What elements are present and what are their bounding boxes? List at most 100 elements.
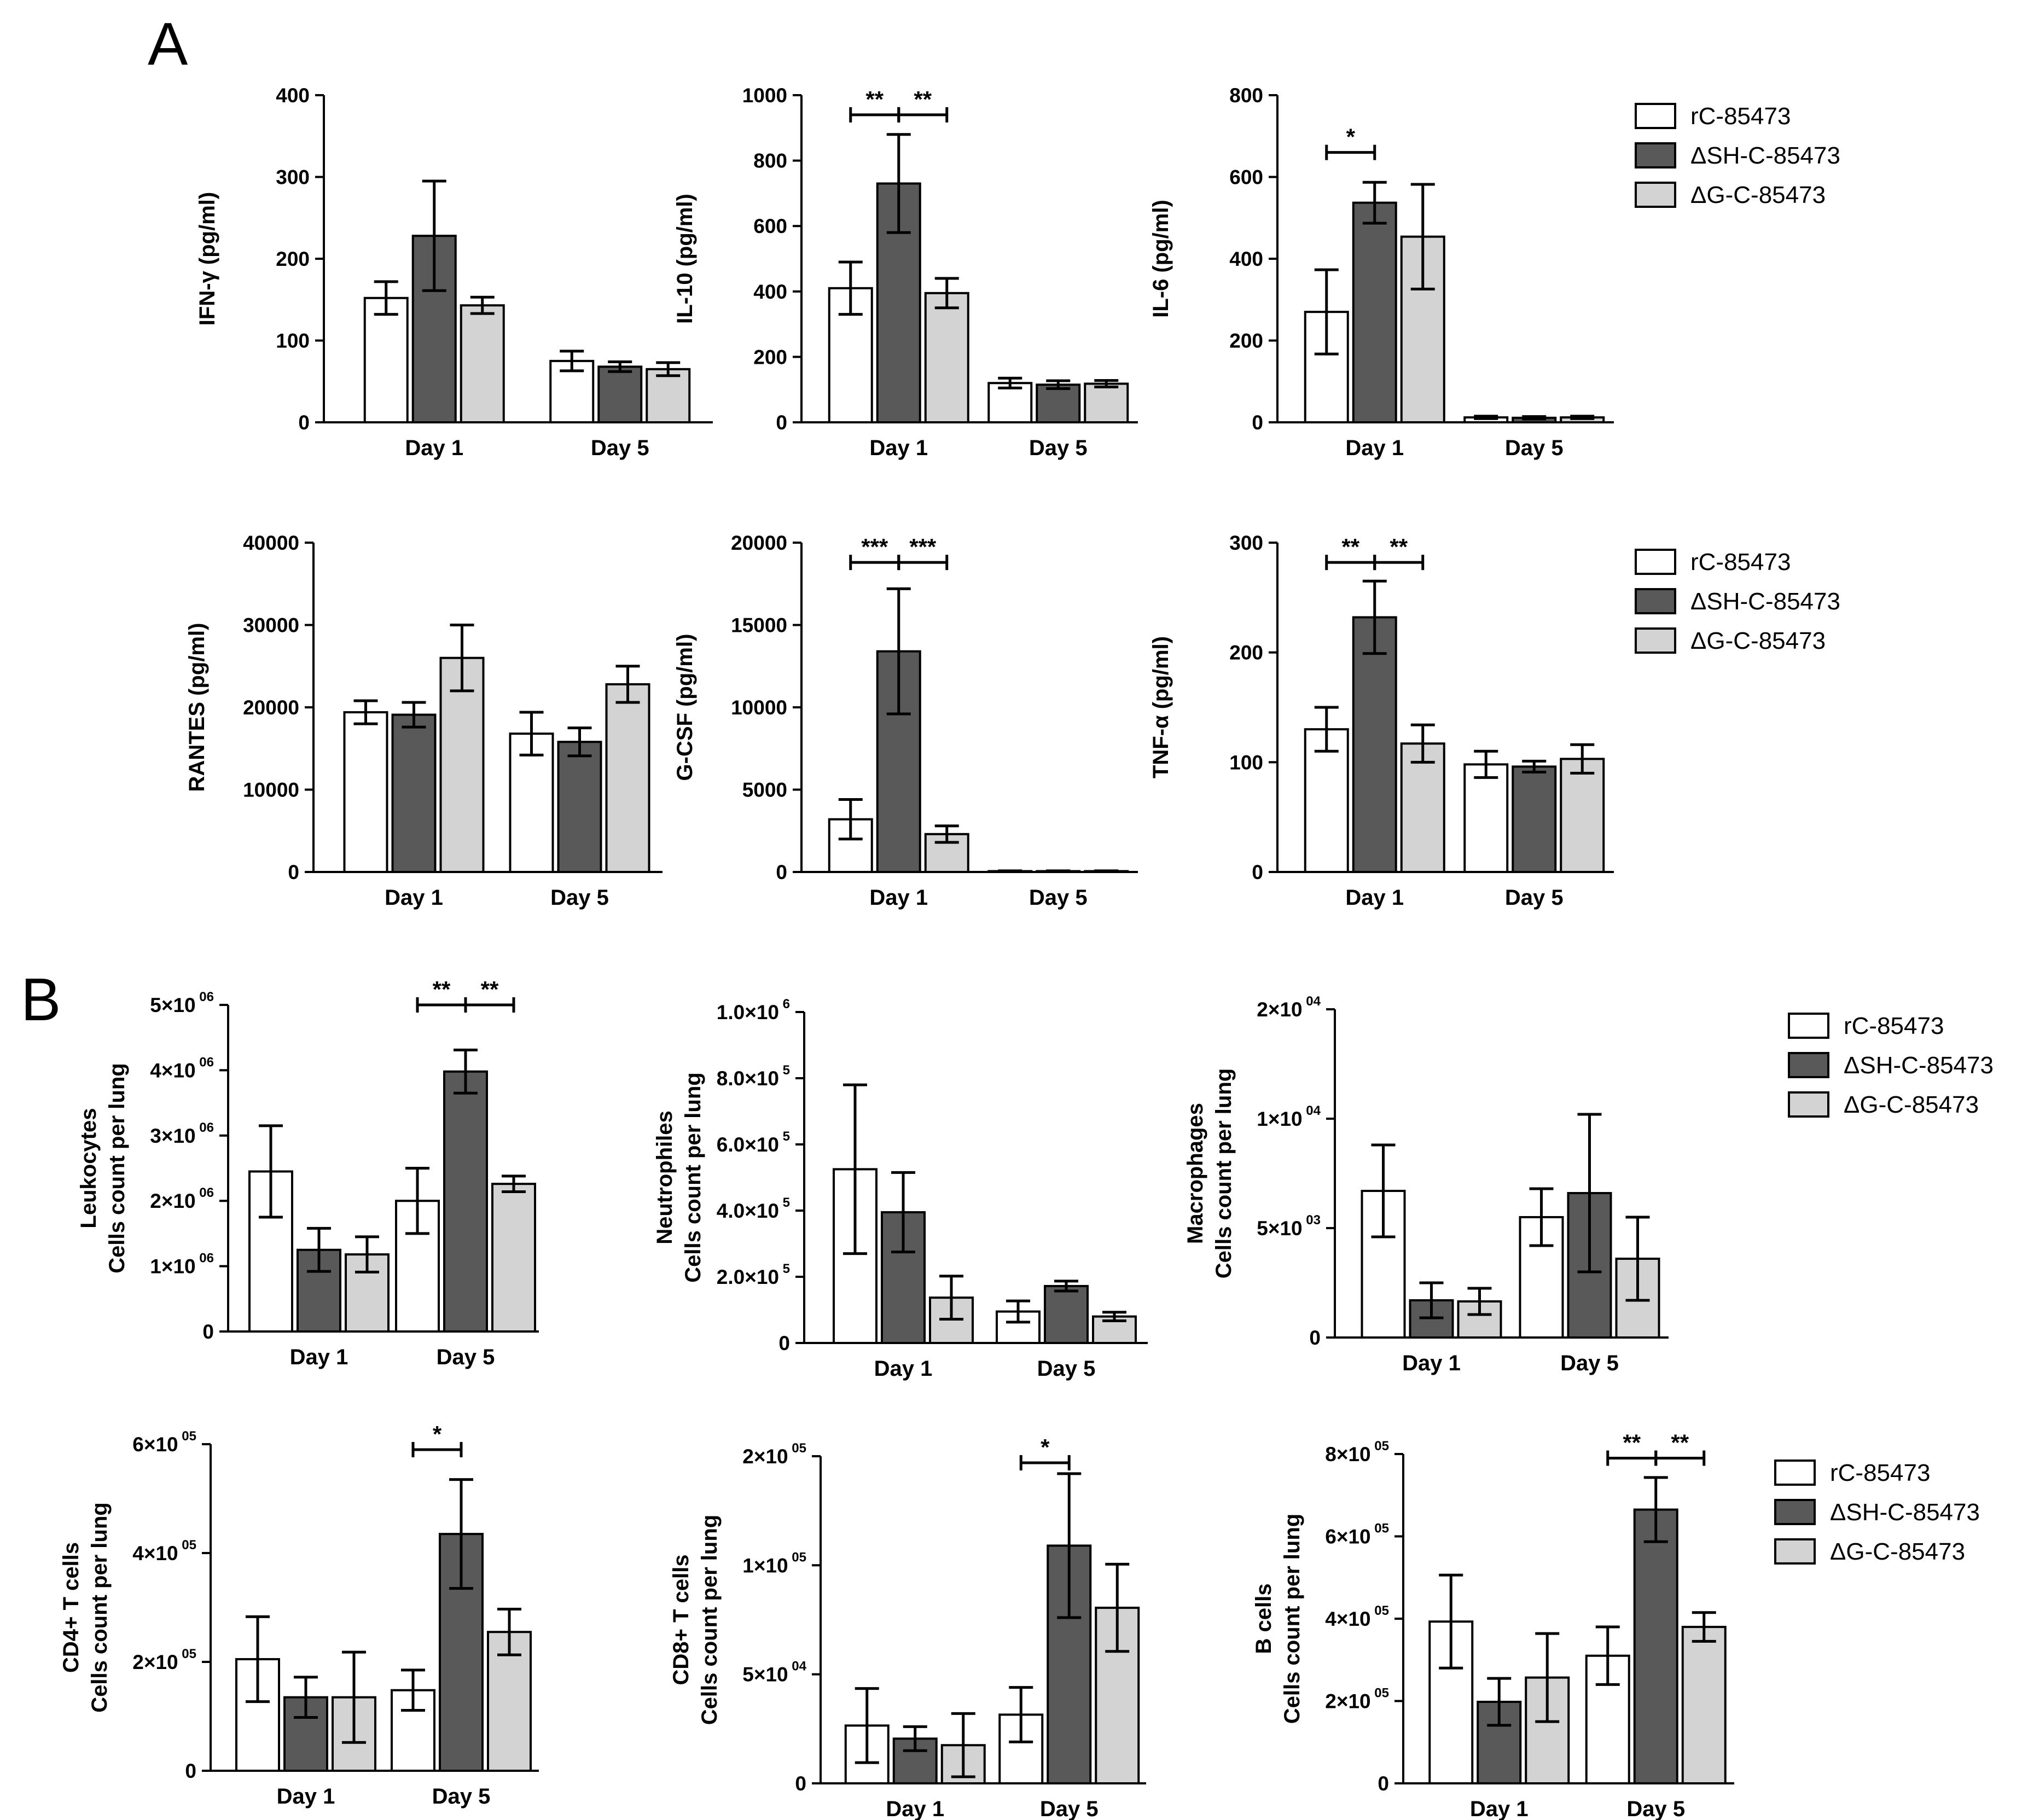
significance-label: ** bbox=[481, 976, 499, 1002]
bar-rc-85473-day-5 bbox=[1463, 763, 1509, 874]
error-bar-g-c-85473-day-5 bbox=[1625, 1216, 1650, 1302]
bar-rc-85473-day-5 bbox=[509, 732, 554, 874]
legend-swatch-rc-85473 bbox=[1788, 1013, 1829, 1039]
y-axis-title: IFN-γ (pg/ml) bbox=[195, 192, 219, 325]
significance-label: ** bbox=[1390, 534, 1408, 560]
bar-rc-85473-day-1 bbox=[1304, 728, 1349, 873]
bar-g-c-85473-day-1 bbox=[924, 292, 969, 423]
chart-5: 0 5000 10000 15000 20000 G-CSF (pg/ml) Day 1 Da… bbox=[673, 532, 1138, 910]
y-tick-label: 0 bbox=[1378, 1772, 1389, 1795]
error-bar-rc-85473-day-5 bbox=[1006, 1299, 1030, 1324]
bar-g-c-85473-day-5 bbox=[605, 683, 650, 873]
error-bar-rc-85473-day-5 bbox=[1595, 1625, 1620, 1686]
chart-8: 0 2.0×10 5 4.0×10 5 6.0×10 5 8.0×10 5 1.0×10 … bbox=[653, 997, 1148, 1381]
panel-letter-a: A bbox=[148, 10, 188, 78]
chart-9: 0 5×10 03 1×10 04 2×10 04 Macrophages Cells c… bbox=[1183, 994, 1669, 1375]
error-bar-rc-85473-day-1 bbox=[246, 1615, 270, 1703]
error-bar-g-c-85473-day-1 bbox=[1410, 183, 1435, 290]
legend-label-rc-85473: rC-85473 bbox=[1690, 549, 1791, 575]
y-tick-label: 6.0×10 5 bbox=[717, 1129, 790, 1156]
y-axis-title: Cells count per lung bbox=[681, 1072, 705, 1282]
tick-exponent: 5 bbox=[779, 1195, 790, 1210]
significance-label: ** bbox=[1341, 534, 1359, 560]
y-tick-label: 0 bbox=[1252, 861, 1263, 883]
legend-swatch-sh-c-85473 bbox=[1788, 1052, 1829, 1078]
error-bar-g-c-85473-day-5 bbox=[497, 1607, 521, 1656]
y-tick-label: 0 bbox=[776, 861, 787, 883]
error-bar-sh-c-85473-day-1 bbox=[886, 587, 911, 716]
error-bar-g-c-85473-day-1 bbox=[470, 295, 495, 315]
legend-label-g-c-85473: ΔG-C-85473 bbox=[1690, 627, 1826, 654]
error-bar-g-c-85473-day-1 bbox=[355, 1235, 379, 1274]
legend-label-sh-c-85473: ΔSH-C-85473 bbox=[1844, 1052, 1994, 1079]
y-tick-label: 10000 bbox=[243, 779, 299, 801]
legend-label-g-c-85473: ΔG-C-85473 bbox=[1690, 182, 1826, 208]
legend-3: rC-85473 ΔSH-C-85473 ΔG-C-85473 bbox=[1788, 1013, 1994, 1118]
y-axis-title: IL-6 (pg/ml) bbox=[1149, 200, 1173, 318]
y-tick-label: 200 bbox=[1229, 330, 1263, 352]
legend-swatch-sh-c-85473 bbox=[1635, 142, 1676, 168]
y-tick-label: 10000 bbox=[731, 696, 787, 719]
y-axis-title: CD8+ T cells bbox=[669, 1554, 693, 1685]
x-category-label-day-1: Day 1 bbox=[874, 1357, 933, 1381]
error-bar-g-c-85473-day-1 bbox=[450, 624, 474, 693]
error-bar-sh-c-85473-day-5 bbox=[1577, 1113, 1602, 1274]
tick-exponent: 06 bbox=[196, 1251, 214, 1266]
y-tick-label: 0 bbox=[776, 411, 787, 434]
error-bar-rc-85473-day-1 bbox=[259, 1124, 283, 1219]
y-tick-label: 0 bbox=[185, 1760, 196, 1782]
y-tick-label: 5×10 04 bbox=[742, 1659, 806, 1686]
significance-label: ** bbox=[433, 976, 451, 1002]
bar-sh-c-85473-day-1 bbox=[391, 713, 437, 874]
tick-exponent: 04 bbox=[788, 1659, 807, 1674]
error-bar-sh-c-85473-day-5 bbox=[1054, 1280, 1078, 1293]
bar-sh-c-85473-day-5 bbox=[1512, 765, 1557, 873]
error-bar-rc-85473-day-5 bbox=[560, 350, 584, 373]
bar-g-c-85473-day-5 bbox=[646, 368, 691, 424]
bar-sh-c-85473-day-5 bbox=[597, 365, 643, 424]
y-tick-label: 800 bbox=[753, 150, 787, 172]
tick-exponent: 05 bbox=[1371, 1603, 1389, 1618]
y-axis-title: CD4+ T cells bbox=[59, 1542, 83, 1673]
y-axis-title: Macrophages bbox=[1183, 1103, 1207, 1244]
significance-label: * bbox=[433, 1421, 442, 1447]
significance-label: *** bbox=[909, 534, 937, 560]
legend-swatch-rc-85473 bbox=[1635, 549, 1676, 575]
y-tick-label: 1.0×10 6 bbox=[717, 997, 790, 1024]
y-tick-label: 0 bbox=[298, 411, 310, 434]
y-tick-label: 200 bbox=[753, 346, 787, 368]
y-axis-title: IL-10 (pg/ml) bbox=[673, 194, 697, 324]
y-tick-label: 1×10 04 bbox=[1257, 1103, 1321, 1130]
x-category-label-day-5: Day 5 bbox=[1560, 1351, 1619, 1375]
y-tick-label: 40000 bbox=[243, 532, 299, 554]
y-tick-label: 200 bbox=[1229, 642, 1263, 664]
y-tick-label: 6×10 05 bbox=[132, 1429, 196, 1456]
significance-bracket: ** bbox=[416, 976, 467, 1013]
y-axis-title: Leukocytes bbox=[77, 1108, 101, 1228]
y-tick-label: 300 bbox=[276, 166, 310, 189]
x-category-label-day-5: Day 5 bbox=[1037, 1357, 1096, 1381]
error-bar-sh-c-85473-day-5 bbox=[1046, 379, 1071, 390]
legend-label-rc-85473: rC-85473 bbox=[1690, 103, 1791, 130]
significance-bracket: ** bbox=[849, 86, 900, 123]
error-bar-rc-85473-day-1 bbox=[838, 798, 863, 841]
error-bar-g-c-85473-day-5 bbox=[615, 665, 640, 704]
error-bar-g-c-85473-day-1 bbox=[934, 277, 959, 310]
x-category-label-day-1: Day 1 bbox=[277, 1784, 335, 1809]
error-bar-sh-c-85473-day-5 bbox=[454, 1048, 478, 1095]
error-bar-rc-85473-day-1 bbox=[1371, 1143, 1396, 1238]
x-category-label-day-5: Day 5 bbox=[1505, 886, 1564, 910]
error-bar-rc-85473-day-1 bbox=[1439, 1573, 1463, 1670]
x-category-label-day-1: Day 1 bbox=[886, 1797, 944, 1820]
y-tick-label: 0 bbox=[778, 1332, 790, 1354]
bar-sh-c-85473-day-1 bbox=[876, 182, 921, 423]
bar-rc-85473-day-1 bbox=[363, 296, 409, 424]
significance-bracket: ** bbox=[464, 976, 515, 1013]
x-category-label-day-5: Day 5 bbox=[550, 886, 609, 910]
y-axis-title: Cells count per lung bbox=[698, 1515, 722, 1725]
y-axis-title: Cells count per lung bbox=[88, 1502, 112, 1712]
significance-label: *** bbox=[861, 534, 888, 560]
legend-swatch-sh-c-85473 bbox=[1635, 588, 1676, 614]
y-tick-label: 0 bbox=[795, 1772, 806, 1795]
y-axis-title: Neutrophiles bbox=[653, 1110, 677, 1244]
